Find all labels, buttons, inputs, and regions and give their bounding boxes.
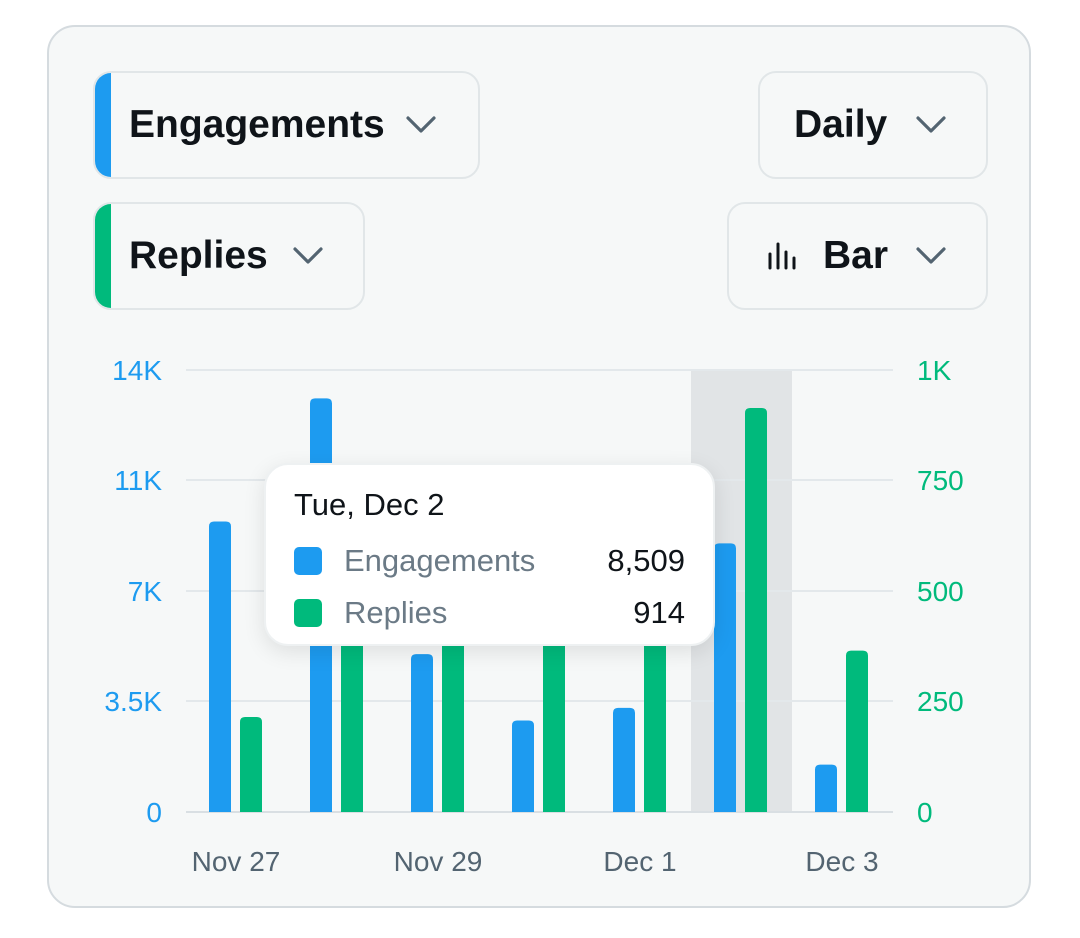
tooltip-series-value: 8,509: [607, 543, 685, 578]
metric-primary-dropdown[interactable]: Engagements: [93, 71, 480, 179]
metric-secondary-label: Replies: [129, 234, 268, 277]
bar-replies: [543, 599, 565, 812]
y-axis-right-tick-label: 750: [917, 465, 964, 496]
y-axis-right-tick-label: 0: [917, 797, 933, 828]
bar-engagements: [714, 543, 736, 812]
bar-replies: [846, 650, 868, 812]
tooltip-title: Tue, Dec 2: [294, 487, 445, 522]
bar-engagements: [512, 720, 534, 812]
chevron-down-icon: [406, 116, 436, 133]
chevron-down-icon: [293, 247, 323, 264]
metric-primary-color: [95, 73, 111, 177]
legend-swatch-engagements: [294, 547, 322, 575]
x-axis-tick-label: Dec 1: [603, 846, 676, 877]
interval-label: Daily: [794, 103, 888, 146]
y-axis-right-tick-label: 500: [917, 576, 964, 607]
y-axis-left-tick-label: 0: [146, 797, 162, 828]
y-axis-right-tick-label: 1K: [917, 355, 952, 386]
bar-replies: [240, 716, 262, 812]
tooltip-series-name: Replies: [344, 595, 448, 630]
y-axis-left-tick-label: 14K: [112, 355, 162, 386]
metric-secondary-color: [95, 204, 111, 308]
y-axis-right-tick-label: 250: [917, 686, 964, 717]
tooltip-row-engagements: Engagements 8,509: [294, 541, 685, 581]
tooltip-row-replies: Replies 914: [294, 593, 685, 633]
x-axis-tick-label: Nov 29: [394, 846, 483, 877]
bar-replies: [745, 408, 767, 812]
bar-engagements: [613, 707, 635, 812]
bar-engagements: [411, 654, 433, 812]
bar-chart-icon: [768, 242, 796, 270]
interval-dropdown[interactable]: Daily: [758, 71, 988, 179]
chart-type-dropdown[interactable]: Bar: [727, 202, 988, 310]
bar-replies: [442, 606, 464, 812]
x-axis-tick-label: Dec 3: [805, 846, 878, 877]
tooltip-series-name: Engagements: [344, 543, 536, 578]
chevron-down-icon: [916, 247, 946, 264]
bar-engagements: [209, 521, 231, 812]
bar-replies: [644, 595, 666, 812]
chevron-down-icon: [916, 116, 946, 133]
bar-engagements: [815, 764, 837, 812]
y-axis-left-tick-label: 7K: [128, 576, 163, 607]
y-axis-left-tick-label: 3.5K: [104, 686, 162, 717]
tooltip-series-value: 914: [633, 595, 685, 630]
y-axis-left-tick-label: 11K: [114, 465, 162, 496]
metric-primary-label: Engagements: [129, 103, 385, 146]
chart-type-label: Bar: [823, 234, 889, 277]
legend-swatch-replies: [294, 599, 322, 627]
x-axis-tick-label: Nov 27: [192, 846, 281, 877]
chart-tooltip: Tue, Dec 2 Engagements 8,509 Replies 914: [264, 463, 715, 646]
metric-secondary-dropdown[interactable]: Replies: [93, 202, 365, 310]
